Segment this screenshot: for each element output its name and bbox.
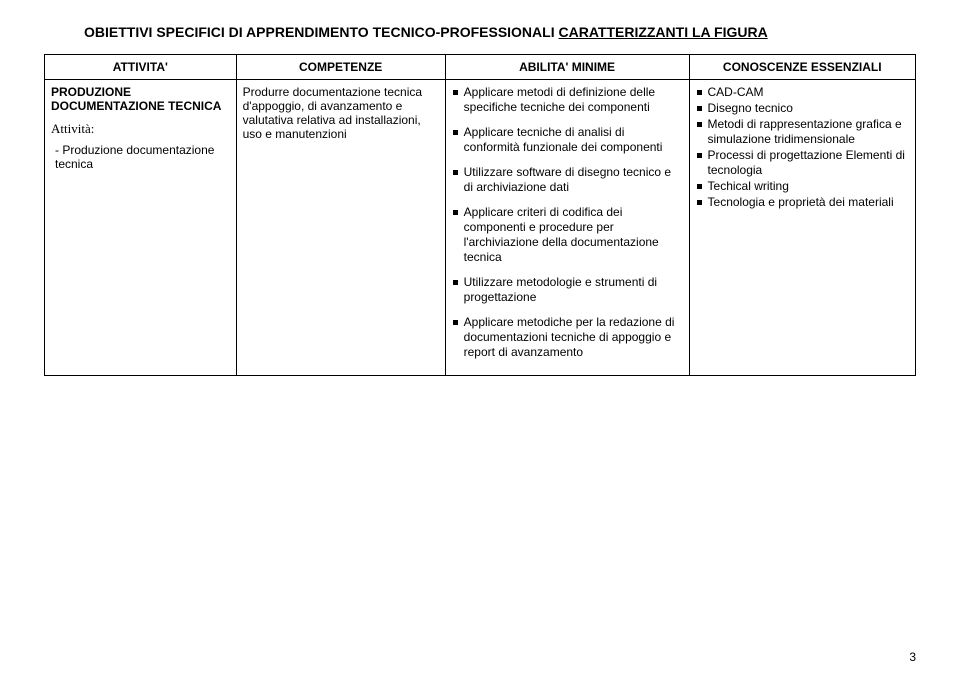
list-item: CAD-CAM bbox=[696, 85, 909, 100]
section-label: PRODUZIONE DOCUMENTAZIONE TECNICA bbox=[51, 85, 230, 113]
page-container: OBIETTIVI SPECIFICI DI APPRENDIMENTO TEC… bbox=[0, 0, 960, 376]
list-item: Applicare tecniche di analisi di conform… bbox=[452, 125, 683, 155]
attivita-list: Produzione documentazione tecnica bbox=[51, 143, 230, 171]
list-item: Produzione documentazione tecnica bbox=[55, 143, 230, 171]
competenze-text: Produrre documentazione tecnica d'appogg… bbox=[243, 85, 439, 141]
list-item: Techical writing bbox=[696, 179, 909, 194]
header-conoscenze: CONOSCENZE ESSENZIALI bbox=[689, 55, 915, 80]
header-attivita: ATTIVITA' bbox=[45, 55, 237, 80]
list-item: Processi di progettazione Elementi di te… bbox=[696, 148, 909, 178]
cell-conoscenze: CAD-CAM Disegno tecnico Metodi di rappre… bbox=[689, 80, 915, 376]
header-abilita: ABILITA' MINIME bbox=[445, 55, 689, 80]
title-prefix: OBIETTIVI SPECIFICI DI APPRENDIMENTO TEC… bbox=[84, 24, 558, 40]
list-item: Applicare criteri di codifica dei compon… bbox=[452, 205, 683, 265]
main-table: ATTIVITA' COMPETENZE ABILITA' MINIME CON… bbox=[44, 54, 916, 376]
abilita-list: Applicare metodi di definizione delle sp… bbox=[452, 85, 683, 360]
list-item: Disegno tecnico bbox=[696, 101, 909, 116]
table-row: PRODUZIONE DOCUMENTAZIONE TECNICA Attivi… bbox=[45, 80, 916, 376]
title-underlined: CARATTERIZZANTI LA FIGURA bbox=[558, 24, 767, 40]
cell-competenze: Produrre documentazione tecnica d'appogg… bbox=[236, 80, 445, 376]
attivita-sublabel: Attività: bbox=[51, 121, 230, 137]
list-item: Utilizzare metodologie e strumenti di pr… bbox=[452, 275, 683, 305]
page-title: OBIETTIVI SPECIFICI DI APPRENDIMENTO TEC… bbox=[44, 24, 916, 40]
header-competenze: COMPETENZE bbox=[236, 55, 445, 80]
list-item: Applicare metodiche per la redazione di … bbox=[452, 315, 683, 360]
list-item: Metodi di rappresentazione grafica e sim… bbox=[696, 117, 909, 147]
page-number: 3 bbox=[909, 650, 916, 664]
list-item: Tecnologia e proprietà dei materiali bbox=[696, 195, 909, 210]
list-item: Applicare metodi di definizione delle sp… bbox=[452, 85, 683, 115]
table-header-row: ATTIVITA' COMPETENZE ABILITA' MINIME CON… bbox=[45, 55, 916, 80]
cell-abilita: Applicare metodi di definizione delle sp… bbox=[445, 80, 689, 376]
conoscenze-list: CAD-CAM Disegno tecnico Metodi di rappre… bbox=[696, 85, 909, 210]
cell-attivita: PRODUZIONE DOCUMENTAZIONE TECNICA Attivi… bbox=[45, 80, 237, 376]
list-item: Utilizzare software di disegno tecnico e… bbox=[452, 165, 683, 195]
